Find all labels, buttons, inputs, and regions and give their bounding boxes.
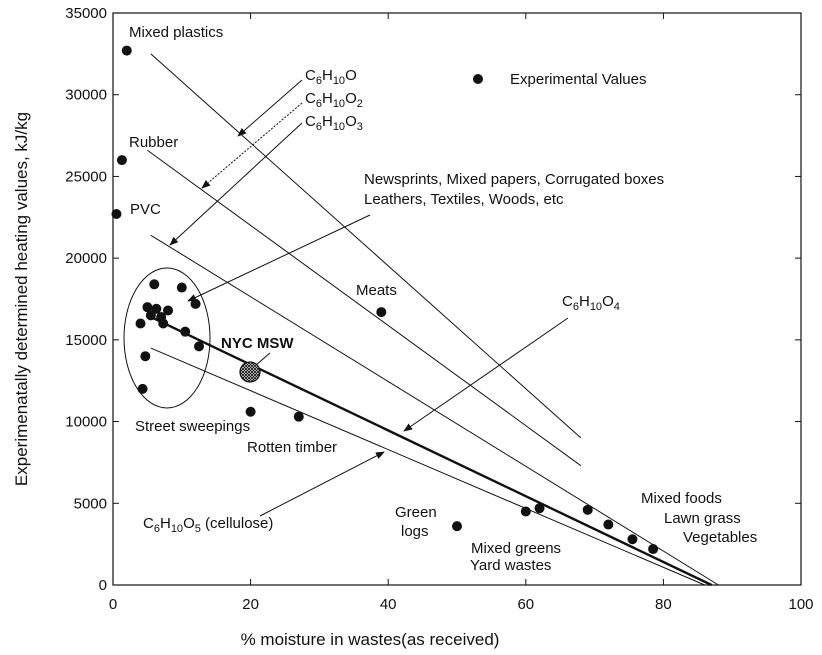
annotation-arrows <box>169 79 569 517</box>
data-point <box>603 519 614 530</box>
arrow-c6h10o2 <box>201 102 303 189</box>
x-axis-title: % moisture in wastes(as received) <box>241 630 500 649</box>
data-point <box>293 411 304 422</box>
label-c6h10o2: C6H10O2 <box>305 90 363 110</box>
y-axis-title: Experimenatally determined heating value… <box>12 112 31 486</box>
arrow-c6h10o3 <box>169 122 303 246</box>
data-point <box>163 305 174 316</box>
series-line-c6h10o5-cellulose <box>150 347 705 586</box>
data-point <box>142 302 153 313</box>
y-tick-label: 25000 <box>65 168 107 185</box>
data-point <box>116 155 127 166</box>
label-c6h10o: C6H10O <box>305 67 357 87</box>
arrow-nyc-msw <box>255 352 271 366</box>
label-lawn-grass: Lawn grass <box>664 510 741 527</box>
label-leathers: Leathers, Textiles, Woods, etc <box>364 191 564 208</box>
data-point <box>194 341 204 352</box>
data-point <box>135 318 146 329</box>
data-point <box>648 544 659 555</box>
x-tick-label: 60 <box>517 596 534 613</box>
y-tick-label: 20000 <box>65 250 107 267</box>
data-point <box>190 298 201 309</box>
data-point <box>140 351 151 362</box>
data-point <box>520 506 531 517</box>
y-tick-label: 30000 <box>65 87 107 104</box>
label-yard-wastes: Yard wastes <box>470 557 551 574</box>
x-tick-label: 0 <box>109 596 117 613</box>
series-line-c6h10o <box>150 53 582 439</box>
data-point <box>627 534 638 545</box>
x-axis-ticks: 0 20 40 60 80 100 <box>109 13 814 613</box>
arrow-newsprints <box>187 214 371 302</box>
legend-label: Experimental Values <box>510 71 646 88</box>
data-point <box>176 282 187 293</box>
y-axis-ticks: 0 5000 10000 15000 20000 25000 30000 35000 <box>65 5 801 594</box>
label-c6h10o4: C6H10O4 <box>562 293 620 313</box>
label-rotten-timber: Rotten timber <box>247 439 337 456</box>
label-nyc-msw: NYC MSW <box>221 335 294 352</box>
label-green: Green <box>395 504 437 521</box>
data-point <box>180 326 191 337</box>
label-mixed-greens: Mixed greens <box>471 540 561 557</box>
label-newsprints: Newsprints, Mixed papers, Corrugated box… <box>364 171 664 188</box>
data-point <box>376 307 387 318</box>
data-point <box>582 504 593 515</box>
group-ellipse <box>123 267 211 409</box>
data-point <box>149 279 160 290</box>
label-logs: logs <box>401 523 429 540</box>
arrow-cellulose <box>259 451 385 517</box>
x-tick-label: 20 <box>242 596 259 613</box>
series-line-c6h10o4 <box>146 314 713 587</box>
label-rubber: Rubber <box>129 134 178 151</box>
y-tick-label: 5000 <box>74 495 107 512</box>
label-pvc: PVC <box>130 201 161 218</box>
label-vegetables: Vegetables <box>683 529 757 546</box>
data-point <box>111 209 122 220</box>
data-point <box>145 310 156 321</box>
data-point <box>151 303 162 314</box>
label-mixed-plastics: Mixed plastics <box>129 24 223 41</box>
y-tick-label: 10000 <box>65 414 107 431</box>
x-tick-label: 80 <box>655 596 672 613</box>
y-tick-label: 15000 <box>65 332 107 349</box>
series-line-c6h10o2 <box>147 149 582 467</box>
label-mixed-foods: Mixed foods <box>641 490 722 507</box>
legend-marker <box>473 74 483 84</box>
nyc-msw-point <box>239 361 261 383</box>
data-point <box>245 406 256 417</box>
label-meats: Meats <box>356 282 397 299</box>
arrow-c6h10o <box>237 79 303 137</box>
arrow-c6h10o4 <box>403 317 569 432</box>
data-points <box>111 45 659 555</box>
data-point <box>534 503 545 514</box>
plot-frame <box>112 12 802 586</box>
x-tick-label: 40 <box>380 596 397 613</box>
data-point <box>452 521 462 532</box>
label-cellulose: C6H10O5 (cellulose) <box>143 515 273 535</box>
label-c6h10o3: C6H10O3 <box>305 113 363 133</box>
y-tick-label: 0 <box>99 577 107 594</box>
data-point <box>137 383 148 394</box>
x-tick-label: 100 <box>788 596 813 613</box>
data-point <box>158 318 169 329</box>
label-street-sweepings: Street sweepings <box>135 418 250 435</box>
data-point <box>121 45 132 56</box>
y-tick-label: 35000 <box>65 5 107 22</box>
